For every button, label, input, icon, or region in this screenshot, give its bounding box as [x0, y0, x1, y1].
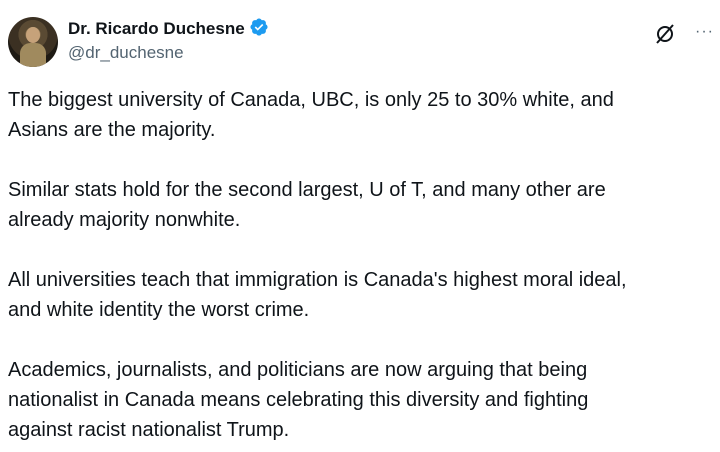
text-line: Asians are the majority.: [8, 119, 216, 141]
author-name[interactable]: Dr. Ricardo Duchesne: [68, 17, 269, 43]
grok-icon[interactable]: [653, 22, 677, 46]
tweet-text: The biggest university of Canada, UBC, i…: [8, 85, 714, 445]
more-options-button[interactable]: ···: [695, 23, 714, 40]
avatar[interactable]: [8, 17, 58, 67]
verified-badge-icon: [249, 17, 269, 43]
text-line: Similar stats hold for the second larges…: [8, 179, 606, 201]
text-line: against racist nationalist Trump.: [8, 419, 290, 441]
text-line: Academics, journalists, and politicians …: [8, 359, 588, 381]
text-line: and white identity the worst crime.: [8, 299, 310, 321]
author-handle[interactable]: @dr_duchesne: [68, 43, 184, 62]
text-line: nationalist in Canada means celebrating …: [8, 389, 589, 411]
text-line: The biggest university of Canada, UBC, i…: [8, 89, 614, 111]
text-line: already majority nonwhite.: [8, 209, 241, 231]
text-line: All universities teach that immigration …: [8, 269, 627, 291]
